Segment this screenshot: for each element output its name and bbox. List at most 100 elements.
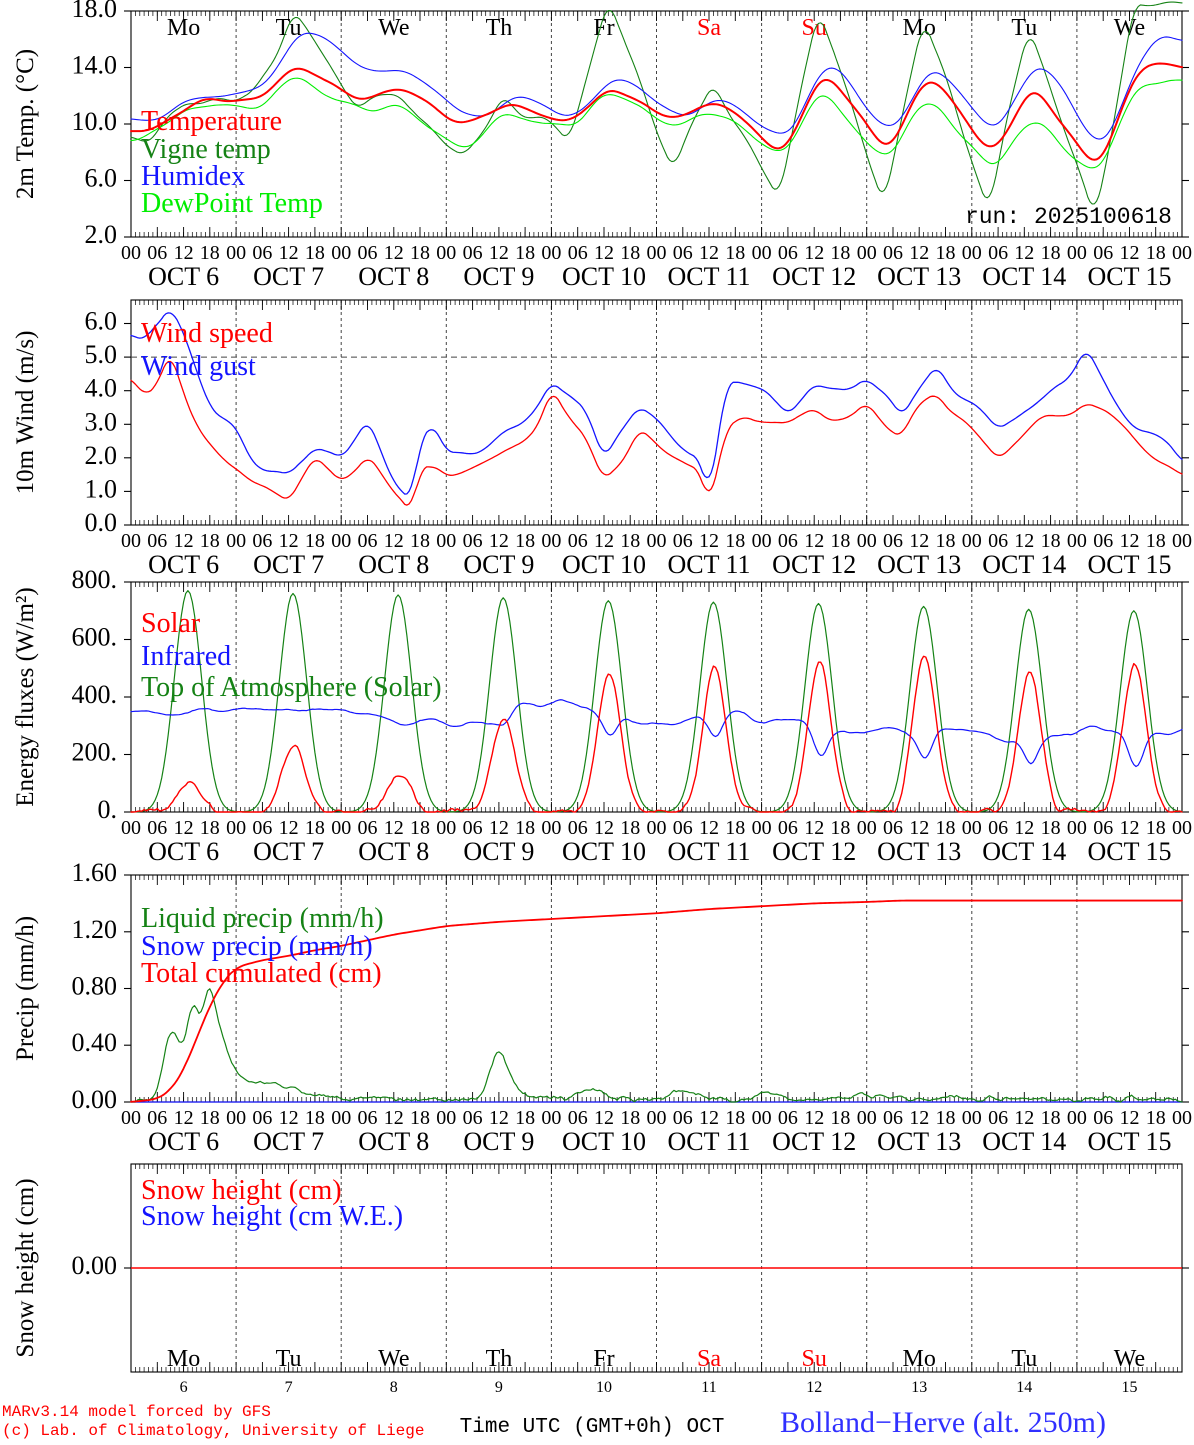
svg-text:00: 00	[121, 817, 141, 839]
svg-text:We: We	[1114, 1346, 1145, 1372]
svg-text:06: 06	[252, 530, 272, 552]
svg-text:18: 18	[200, 817, 220, 839]
svg-text:00: 00	[436, 1107, 456, 1129]
svg-text:OCT 6: OCT 6	[148, 837, 219, 866]
svg-text:12: 12	[1120, 1107, 1140, 1129]
svg-text:OCT 8: OCT 8	[358, 550, 429, 579]
svg-text:8: 8	[390, 1379, 398, 1396]
svg-text:OCT 13: OCT 13	[877, 262, 961, 291]
svg-text:OCT 13: OCT 13	[877, 1127, 961, 1156]
svg-text:OCT 11: OCT 11	[667, 262, 750, 291]
svg-text:18: 18	[725, 242, 745, 264]
svg-text:00: 00	[121, 530, 141, 552]
svg-text:18: 18	[1041, 817, 1061, 839]
svg-text:18: 18	[200, 1107, 220, 1129]
svg-text:Su: Su	[802, 15, 827, 41]
svg-text:3.0: 3.0	[85, 407, 118, 436]
svg-text:06: 06	[883, 530, 903, 552]
svg-text:00: 00	[226, 242, 246, 264]
svg-text:2.0: 2.0	[85, 220, 118, 249]
svg-text:18: 18	[305, 530, 325, 552]
svg-text:12: 12	[1120, 242, 1140, 264]
svg-text:1.0: 1.0	[85, 474, 118, 503]
svg-text:2m Temp. (°C): 2m Temp. (°C)	[12, 49, 39, 199]
svg-text:Tu: Tu	[276, 15, 302, 41]
svg-text:12: 12	[804, 1107, 824, 1129]
svg-text:00: 00	[962, 530, 982, 552]
svg-text:00: 00	[857, 242, 877, 264]
svg-text:06: 06	[147, 817, 167, 839]
svg-text:12: 12	[909, 530, 929, 552]
svg-text:OCT 10: OCT 10	[562, 262, 646, 291]
svg-text:0.0: 0.0	[85, 508, 118, 537]
svg-text:Solar: Solar	[141, 608, 201, 639]
svg-text:7: 7	[285, 1379, 293, 1396]
svg-text:06: 06	[778, 1107, 798, 1129]
svg-text:00: 00	[962, 242, 982, 264]
svg-text:12: 12	[1014, 1107, 1034, 1129]
svg-text:06: 06	[358, 1107, 378, 1129]
svg-text:18: 18	[410, 242, 430, 264]
svg-text:Tu: Tu	[1011, 15, 1037, 41]
svg-text:00: 00	[752, 817, 772, 839]
svg-text:00: 00	[541, 817, 561, 839]
svg-text:OCT 12: OCT 12	[772, 1127, 856, 1156]
svg-text:06: 06	[252, 817, 272, 839]
svg-text:OCT 14: OCT 14	[982, 550, 1066, 579]
svg-text:00: 00	[541, 242, 561, 264]
svg-text:OCT 15: OCT 15	[1087, 837, 1171, 866]
svg-text:OCT 9: OCT 9	[463, 262, 534, 291]
svg-text:06: 06	[463, 530, 483, 552]
svg-text:06: 06	[252, 1107, 272, 1129]
svg-text:12: 12	[804, 530, 824, 552]
svg-text:00: 00	[541, 530, 561, 552]
svg-text:06: 06	[463, 817, 483, 839]
svg-text:12: 12	[909, 1107, 929, 1129]
svg-text:12: 12	[279, 242, 299, 264]
svg-text:00: 00	[436, 530, 456, 552]
svg-text:11: 11	[701, 1379, 716, 1396]
svg-text:00: 00	[226, 530, 246, 552]
svg-text:OCT 7: OCT 7	[253, 837, 324, 866]
svg-text:600.: 600.	[72, 623, 118, 652]
svg-text:06: 06	[358, 817, 378, 839]
svg-text:12: 12	[384, 530, 404, 552]
svg-text:12: 12	[1120, 817, 1140, 839]
svg-text:12: 12	[909, 817, 929, 839]
svg-text:12: 12	[384, 817, 404, 839]
svg-text:12: 12	[279, 530, 299, 552]
svg-text:06: 06	[147, 530, 167, 552]
svg-text:12: 12	[279, 1107, 299, 1129]
svg-text:00: 00	[962, 1107, 982, 1129]
svg-text:06: 06	[883, 1107, 903, 1129]
svg-text:1.20: 1.20	[72, 915, 118, 944]
svg-text:12: 12	[174, 1107, 194, 1129]
svg-text:06: 06	[1093, 242, 1113, 264]
svg-text:Fr: Fr	[593, 1346, 614, 1372]
svg-text:06: 06	[147, 1107, 167, 1129]
svg-text:Snow height (cm): Snow height (cm)	[12, 1178, 39, 1357]
svg-text:OCT 11: OCT 11	[667, 550, 750, 579]
svg-text:06: 06	[673, 530, 693, 552]
svg-text:00: 00	[647, 1107, 667, 1129]
svg-text:0.80: 0.80	[72, 972, 118, 1001]
svg-text:18: 18	[410, 530, 430, 552]
svg-text:18: 18	[305, 242, 325, 264]
svg-text:12: 12	[1014, 242, 1034, 264]
svg-text:00: 00	[1067, 530, 1087, 552]
svg-text:12: 12	[174, 242, 194, 264]
svg-text:00: 00	[121, 242, 141, 264]
svg-text:18: 18	[1146, 530, 1166, 552]
svg-text:12: 12	[384, 242, 404, 264]
svg-text:Tu: Tu	[1011, 1346, 1037, 1372]
svg-text:OCT 11: OCT 11	[667, 1127, 750, 1156]
svg-text:Sa: Sa	[697, 15, 721, 41]
svg-text:06: 06	[988, 1107, 1008, 1129]
svg-text:Bolland−Herve (alt. 250m): Bolland−Herve (alt. 250m)	[780, 1406, 1106, 1439]
svg-text:400.: 400.	[72, 680, 118, 709]
svg-text:06: 06	[568, 817, 588, 839]
svg-text:06: 06	[883, 242, 903, 264]
svg-text:OCT 11: OCT 11	[667, 837, 750, 866]
svg-text:06: 06	[1093, 817, 1113, 839]
svg-text:06: 06	[778, 817, 798, 839]
